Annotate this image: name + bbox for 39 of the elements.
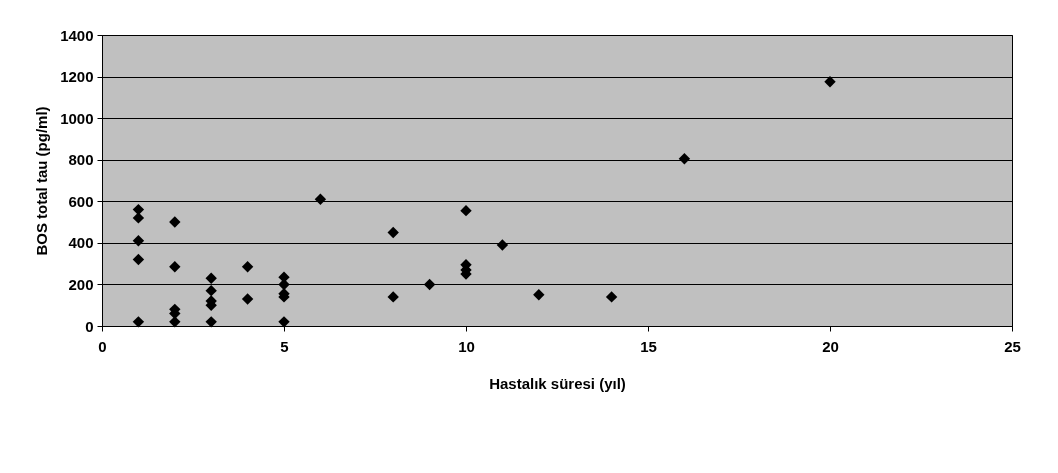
- point: [169, 216, 181, 228]
- point: [496, 239, 509, 251]
- point: [132, 316, 145, 328]
- point: [132, 212, 145, 224]
- x-tick-label: 20: [822, 337, 839, 355]
- point: [678, 152, 691, 165]
- y-tick-label: 800: [68, 151, 94, 169]
- point: [205, 284, 217, 297]
- point: [241, 293, 254, 305]
- point: [241, 261, 254, 273]
- y-tick-label: 1200: [60, 68, 94, 86]
- point: [169, 261, 181, 273]
- point: [169, 316, 181, 328]
- x-tick-label: 15: [640, 337, 657, 355]
- point: [387, 291, 399, 303]
- point: [387, 226, 399, 239]
- y-tick-label: 200: [68, 275, 94, 293]
- point: [132, 235, 145, 247]
- point: [533, 289, 545, 301]
- point: [205, 316, 217, 328]
- point: [314, 193, 327, 205]
- x-tick-label: 0: [98, 337, 107, 355]
- point: [460, 204, 472, 217]
- point: [423, 278, 436, 291]
- y-tick-label: 600: [68, 192, 94, 210]
- point: [278, 316, 290, 328]
- y-tick-label: 1400: [60, 26, 94, 44]
- y-tick-label: 1000: [60, 109, 94, 127]
- x-axis-title: Hastalık süresi (yıl): [489, 374, 626, 392]
- x-tick-label: 5: [280, 337, 289, 355]
- point: [205, 272, 217, 284]
- point: [824, 76, 836, 88]
- y-tick-label: 400: [68, 234, 94, 252]
- point: [132, 253, 145, 266]
- point: [605, 291, 618, 303]
- y-axis-title: BOS total tau (pg/ml): [33, 106, 51, 256]
- y-tick-label: 0: [85, 317, 94, 335]
- x-tick-label: 10: [458, 337, 475, 355]
- x-tick-label: 25: [1004, 337, 1021, 355]
